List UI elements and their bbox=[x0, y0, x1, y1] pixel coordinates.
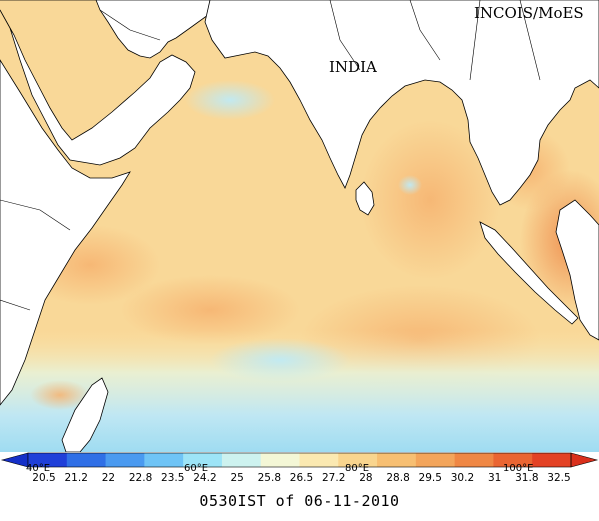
colorbar-swatch bbox=[454, 453, 494, 467]
colorbar-swatch bbox=[144, 453, 184, 467]
colorbar-swatch bbox=[338, 453, 378, 467]
colorbar-tick-label: 20.5 bbox=[32, 472, 56, 484]
land-malay bbox=[555, 199, 599, 341]
sst-map: INDIA INCOIS/MoES bbox=[0, 0, 599, 452]
colorbar-max-arrow bbox=[570, 452, 599, 468]
colorbar-swatch bbox=[183, 453, 223, 467]
colorbar-tick-label: 31 bbox=[487, 472, 502, 484]
credit-label: INCOIS/MoES bbox=[474, 4, 584, 22]
colorbar-tick-label: 30.2 bbox=[450, 472, 475, 484]
colorbar-swatch bbox=[377, 453, 417, 467]
land-sumatra bbox=[479, 221, 579, 325]
land-madagascar bbox=[61, 377, 109, 452]
timestamp: 0530IST of 06-11-2010 bbox=[199, 492, 400, 510]
country-borders bbox=[0, 0, 541, 311]
colorbar-tick-label: 28.8 bbox=[386, 472, 410, 484]
colorbar-swatch bbox=[415, 453, 456, 467]
sst-cool-patch bbox=[398, 175, 422, 195]
colorbar-swatch bbox=[105, 453, 145, 467]
colorbar-swatch bbox=[221, 453, 262, 467]
colorbar-tick-label: 25 bbox=[230, 472, 244, 484]
lon-label-80e: 80°E bbox=[345, 463, 370, 474]
colorbar-tick-label: 27.2 bbox=[321, 472, 346, 484]
land-sri-lanka bbox=[355, 181, 375, 216]
colorbar-tick-label: 24.2 bbox=[193, 472, 217, 484]
colorbar-tick-label: 26.5 bbox=[289, 472, 314, 484]
sst-warm-patch bbox=[120, 275, 300, 345]
colorbar-min-arrow bbox=[0, 452, 29, 468]
colorbar-swatch bbox=[532, 453, 572, 467]
land-arabia bbox=[0, 9, 196, 166]
colorbar-tick-label: 21.2 bbox=[64, 472, 88, 484]
sst-warm-patch bbox=[360, 120, 500, 280]
sst-map-canvas bbox=[0, 0, 599, 452]
country-label-india: INDIA bbox=[329, 58, 377, 76]
lon-label-100e: 100°E bbox=[503, 463, 534, 474]
colorbar-swatch bbox=[260, 453, 300, 467]
colorbar-tick-label: 22 bbox=[101, 472, 116, 484]
colorbar-swatch bbox=[66, 453, 107, 467]
sst-cool-patch bbox=[210, 338, 350, 382]
sst-warm-patch bbox=[30, 380, 90, 410]
colorbar-swatch bbox=[299, 453, 339, 467]
colorbar-bar bbox=[0, 452, 599, 468]
colorbar-tick-label: 25.8 bbox=[257, 472, 282, 484]
sst-cool-patch bbox=[185, 80, 275, 120]
lon-label-60e: 60°E bbox=[184, 463, 209, 474]
colorbar-tick-label: 32.5 bbox=[547, 472, 571, 484]
colorbar-swatch bbox=[28, 453, 68, 467]
colorbar: 40°E 60°E 80°E 100°E 20.5 21.2 22 22.8 23.5 2… bbox=[0, 450, 599, 490]
lon-label-40e: 40°E bbox=[26, 463, 51, 474]
colorbar-swatch bbox=[493, 453, 533, 467]
colorbar-tick-label: 22.8 bbox=[128, 472, 153, 484]
colorbar-tick-label: 28 bbox=[359, 472, 373, 484]
colorbar-border bbox=[27, 452, 572, 468]
colorbar-tick-label: 29.5 bbox=[418, 472, 442, 484]
land-india-asia bbox=[204, 0, 599, 206]
colorbar-tick-label: 31.8 bbox=[515, 472, 539, 484]
landmasses bbox=[0, 0, 599, 452]
colorbar-tick-label: 23.5 bbox=[161, 472, 185, 484]
land-middle-east bbox=[0, 0, 211, 59]
land-africa bbox=[0, 59, 131, 406]
